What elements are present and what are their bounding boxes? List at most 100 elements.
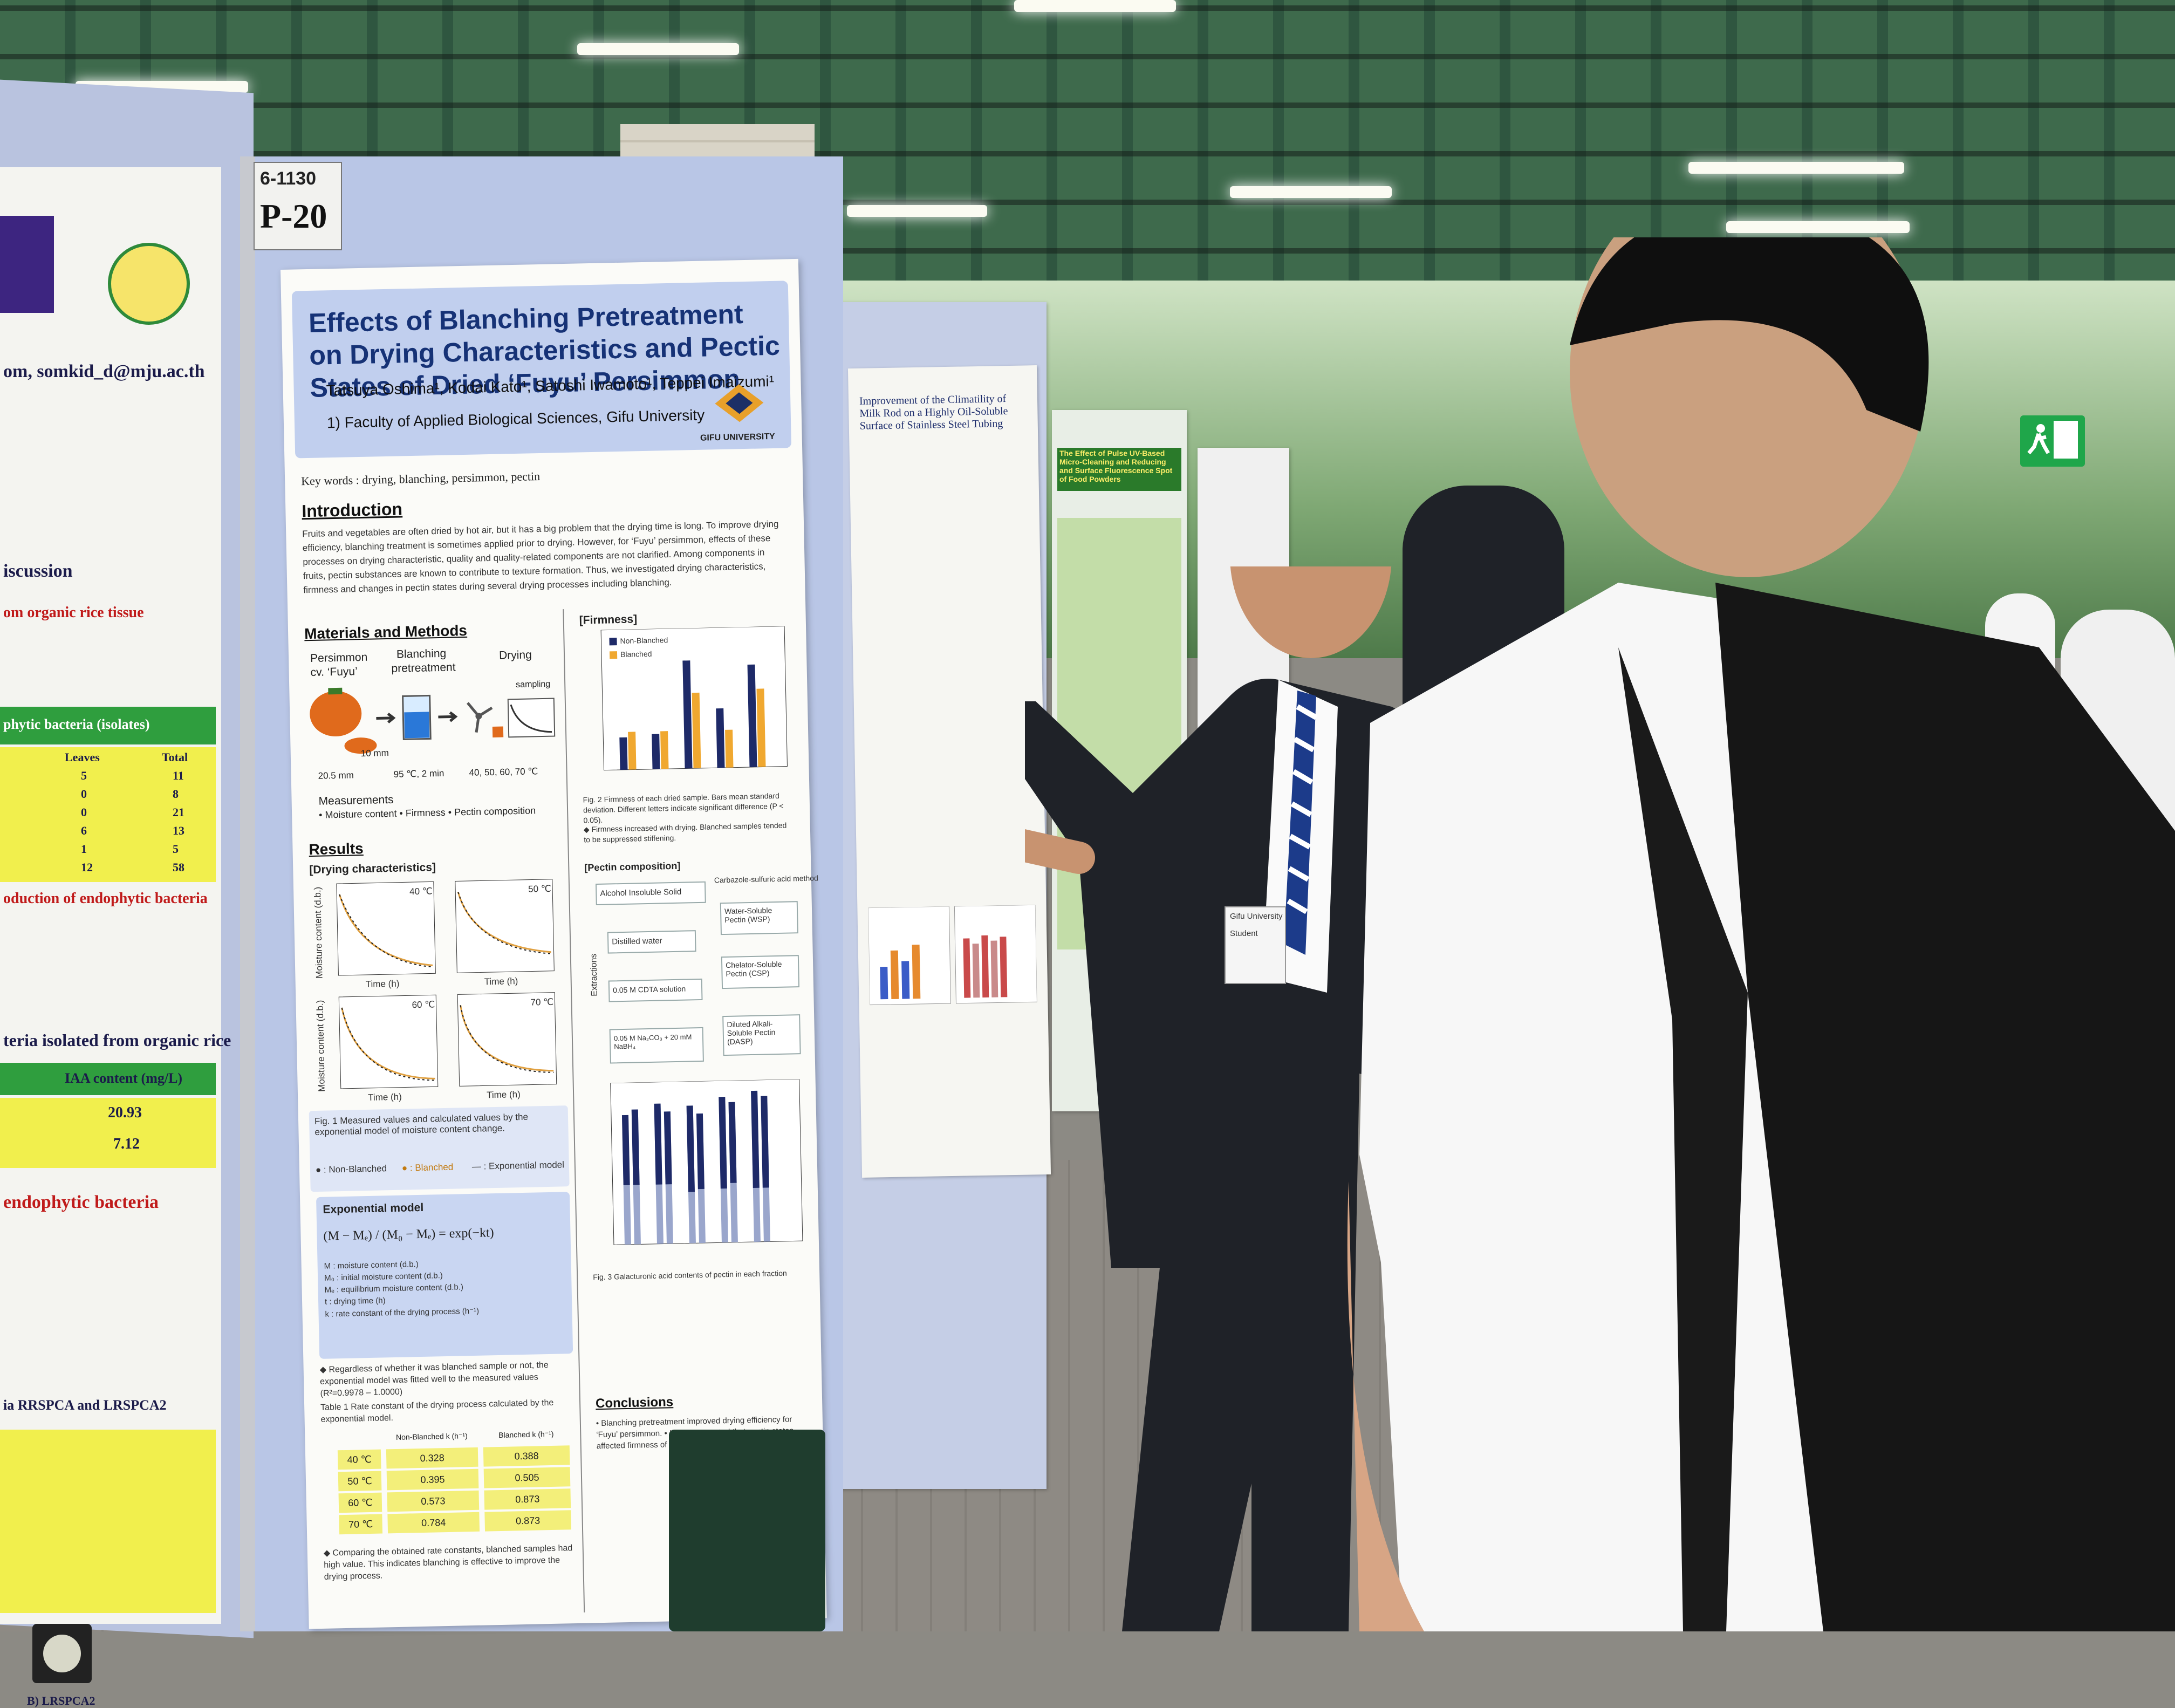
drying-axis-label: Moisture content (d.b.) bbox=[312, 886, 325, 979]
table-cell: 0 bbox=[81, 787, 87, 801]
pectin-fig-caption: Fig. 3 Galacturonic acid contents of pec… bbox=[593, 1268, 787, 1282]
left-poster-section: ia RRSPCA and LRSPCA2 bbox=[3, 1397, 167, 1413]
table-cell: 12 bbox=[81, 860, 93, 874]
table-cell: 6 bbox=[81, 824, 87, 837]
method-label: Blanching bbox=[396, 647, 447, 661]
intro-heading: Introduction bbox=[301, 499, 403, 521]
left-poster-logo bbox=[108, 243, 190, 325]
drying-plot-60 bbox=[338, 994, 439, 1089]
model-variable: k : rate constant of the drying process … bbox=[325, 1306, 480, 1319]
board-number: P-20 bbox=[260, 197, 327, 235]
intro-text: Fruits and vegetables are often dried by… bbox=[302, 518, 779, 596]
conclusions-heading: Conclusions bbox=[595, 1395, 674, 1411]
university-logo-text: GIFU UNIVERSITY bbox=[700, 432, 775, 443]
pectin-method-title: Carbazole-sulfuric acid method bbox=[714, 873, 818, 885]
drying-plot-40 bbox=[336, 881, 436, 976]
methods-heading: Materials and Methods bbox=[304, 621, 468, 643]
fig1-legend-box: Fig. 1 Measured values and calculated va… bbox=[309, 1105, 570, 1192]
methods-diagram bbox=[310, 687, 556, 754]
university-logo-icon bbox=[715, 384, 764, 422]
rate-table-note: ◆ Comparing the obtained rate constants,… bbox=[323, 1543, 573, 1582]
table-cell: 7.12 bbox=[113, 1136, 140, 1152]
pectin-bars bbox=[621, 1090, 770, 1245]
left-poster-section: endophytic bacteria bbox=[3, 1192, 159, 1212]
exponential-model-box: Exponential model (M − Mₑ) / (M₀ − Mₑ) =… bbox=[316, 1192, 573, 1359]
table-cell: 5 bbox=[173, 842, 179, 856]
drying-axis-label: Time (h) bbox=[484, 976, 518, 987]
left-poster-section: oduction of endophytic bacteria bbox=[3, 890, 208, 907]
left-poster-section: teria isolated from organic rice bbox=[3, 1030, 231, 1050]
left-poster-table-title: phytic bacteria (isolates) bbox=[3, 716, 150, 732]
pectin-fraction: Chelator-Soluble Pectin (CSP) bbox=[721, 955, 800, 989]
method-label: Persimmon bbox=[310, 651, 368, 665]
ceiling-light bbox=[1688, 162, 1904, 174]
drying-axis-label: Time (h) bbox=[367, 1091, 402, 1103]
left-poster: om, somkid_d@mju.ac.th iscussion om orga… bbox=[0, 167, 231, 1707]
drying-heading: [Drying characteristics] bbox=[309, 861, 436, 877]
method-dimension: 20.5 mm bbox=[318, 770, 354, 781]
visitor-with-backpack bbox=[1347, 237, 2175, 1631]
pectin-step: 0.05 M Na₂CO₃ + 20 mM NaBH₄ bbox=[609, 1027, 704, 1064]
table-cell: 11 bbox=[173, 769, 184, 782]
table-cell: 5 bbox=[81, 769, 87, 782]
drying-temp-label: 60 ℃ bbox=[412, 999, 435, 1010]
poster-affiliation: 1) Faculty of Applied Biological Science… bbox=[326, 406, 705, 432]
pectin-fraction: Diluted Alkali-Soluble Pectin (DASP) bbox=[722, 1014, 801, 1056]
drying-curves bbox=[336, 879, 557, 1089]
background-poster-title: Improvement of the Climatility of Milk R… bbox=[859, 393, 1008, 432]
ceiling-light bbox=[1726, 221, 1910, 233]
method-dimension: 10 mm bbox=[360, 747, 389, 759]
rate-table-cell: 0.328 bbox=[386, 1447, 478, 1469]
pectin-fraction: Water-Soluble Pectin (WSP) bbox=[720, 901, 798, 935]
firmness-legend-item: Non-Blanched bbox=[620, 636, 668, 645]
fig1-legend-item: ● : Non-Blanched bbox=[315, 1163, 387, 1176]
left-poster-petri-dish bbox=[32, 1624, 92, 1683]
drying-temp-label: 40 ℃ bbox=[409, 886, 433, 897]
table-header: Total bbox=[162, 750, 188, 764]
pectin-bar-chart bbox=[610, 1078, 803, 1245]
exit-sign-icon bbox=[2020, 415, 2085, 467]
rate-table-cell: 0.573 bbox=[387, 1490, 480, 1512]
ceiling-light bbox=[1230, 186, 1392, 198]
drying-plot-70 bbox=[457, 992, 557, 1087]
method-dimension: 40, 50, 60, 70 ℃ bbox=[469, 766, 538, 778]
left-poster-caption: B) LRSPCA2 bbox=[27, 1694, 95, 1707]
table-cell: 21 bbox=[173, 805, 184, 819]
board-number-tag: 6-1130 P-20 bbox=[254, 162, 342, 250]
model-variable: M : moisture content (d.b.) bbox=[324, 1260, 419, 1271]
pectin-axis-label: Extractions bbox=[589, 953, 599, 996]
table-cell: 20.93 bbox=[108, 1104, 142, 1121]
ceiling-light bbox=[577, 43, 739, 55]
model-note: ◆ Regardless of whether it was blanched … bbox=[319, 1361, 549, 1398]
research-poster: Effects of Blanching Pretreatment on Dry… bbox=[281, 258, 827, 1629]
pectin-step: Alcohol Insoluble Solid bbox=[595, 881, 706, 906]
model-variable: M₀ : initial moisture content (d.b.) bbox=[324, 1271, 443, 1283]
rate-table-cell: 40 ℃ bbox=[337, 1449, 381, 1470]
rate-table-cell: 0.395 bbox=[386, 1468, 479, 1491]
results-heading: Results bbox=[309, 840, 364, 858]
rate-table-cell: 60 ℃ bbox=[338, 1492, 382, 1513]
firmness-legend-item: Blanched bbox=[620, 649, 652, 659]
left-poster-email: om, somkid_d@mju.ac.th bbox=[3, 361, 205, 381]
drying-axis-label: Time (h) bbox=[365, 978, 400, 989]
drying-axis-label: Time (h) bbox=[486, 1089, 521, 1101]
left-poster-section: om organic rice tissue bbox=[3, 604, 144, 621]
rate-table-cell: 0.388 bbox=[483, 1445, 570, 1467]
firmness-note: ◆ Firmness increased with drying. Blanch… bbox=[583, 821, 787, 844]
left-poster-section: iscussion bbox=[3, 561, 73, 581]
table-cell: 1 bbox=[81, 842, 87, 856]
firmness-bars bbox=[619, 660, 766, 770]
ceiling-light bbox=[1014, 0, 1176, 12]
rate-table-header: Non-Blanched k (h⁻¹) bbox=[395, 1431, 468, 1441]
drying-temp-label: 70 ℃ bbox=[530, 996, 554, 1008]
firmness-heading: [Firmness] bbox=[579, 613, 638, 627]
drying-axis-label: Moisture content (d.b.) bbox=[314, 1000, 327, 1092]
table-cell: 0 bbox=[81, 805, 87, 819]
fig1-legend-item: ● : Blanched bbox=[401, 1162, 454, 1173]
badge-line: Student bbox=[1230, 929, 1258, 938]
pectin-step: 0.05 M CDTA solution bbox=[608, 978, 703, 1002]
rate-table-cell: 0.784 bbox=[387, 1512, 480, 1534]
background-poster-title: The Effect of Pulse UV-Based Micro-Clean… bbox=[1059, 449, 1173, 483]
name-badge: Gifu University Student bbox=[1225, 906, 1286, 984]
method-label: Measurements bbox=[318, 793, 394, 808]
